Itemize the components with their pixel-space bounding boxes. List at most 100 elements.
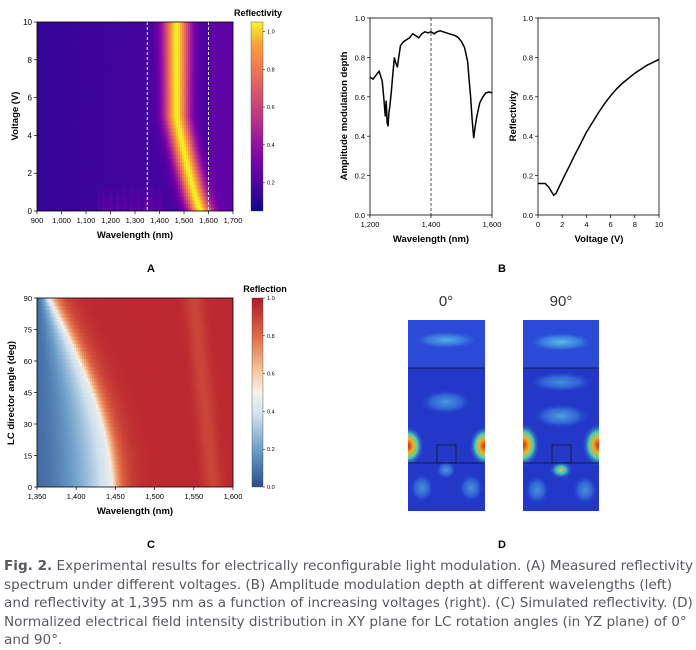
panel-a-colorbar-tick-label: 1.0	[267, 29, 275, 35]
panel-d-label-0deg: 0°	[439, 293, 453, 310]
panel-a-x-tick-label: 1,200	[101, 216, 120, 225]
panel-c-colorbar-tick-label: 0.6	[267, 372, 275, 378]
panel-b-left-y-tick-label: 0.0	[355, 211, 365, 220]
panel-c-colorbar-tick-label: 0.4	[267, 409, 275, 415]
panel-c-colorbar-tick-label: 0.8	[267, 334, 275, 340]
panel-c-x-tick-label: 1,500	[145, 492, 164, 501]
panel-b-left-x-tick-label: 1,200	[361, 220, 380, 229]
figure-caption: Fig. 2. Experimental results for electri…	[4, 557, 694, 650]
panel-b-left: 1,200 1,400 1,600 0.0 0.2 0.4 0.6 0.8 1.0 Wavel…	[339, 14, 501, 245]
panel-c-x-ticks: 1,350 1,400 1,450 1,500 1,550 1,600	[28, 487, 243, 501]
panel-b-left-x-tick-label: 1,600	[483, 220, 502, 229]
panel-c-y-ticks: 0 15 30 45 60 75 90	[24, 294, 37, 492]
panel-c-x-tick-label: 1,450	[106, 492, 125, 501]
panel-c-colorbar-tick-label: 0.2	[267, 447, 275, 453]
panel-d: 0° 90°	[392, 293, 616, 551]
panel-b-letter: B	[498, 263, 506, 275]
panel-c-x-tick-label: 1,400	[67, 492, 86, 501]
panel-c-y-tick-label: 0	[28, 483, 32, 492]
panel-b-right-xlabel: Voltage (V)	[575, 234, 624, 245]
panel-b-left-y-ticks: 0.0 0.2 0.4 0.6 0.8 1.0	[355, 14, 370, 220]
panel-c-y-tick-label: 75	[24, 326, 32, 335]
panel-b-left-x-ticks: 1,200 1,400 1,600	[361, 215, 502, 229]
panel-b-right-y-ticks: 0.00.20.40.60.81.0	[523, 14, 538, 220]
panel-c-x-tick-label: 1,550	[184, 492, 203, 501]
figure-label: Fig. 2.	[4, 558, 52, 574]
panel-a-x-tick-label: 1,300	[126, 216, 145, 225]
panel-c-x-tick-label: 1,350	[28, 492, 47, 501]
panel-b-right-x-tick-label: 6	[609, 220, 613, 229]
panel-a-x-ticks: 900 1,000 1,100 1,200 1,300 1,400 1,500 1,600 1,…	[31, 211, 243, 225]
panel-b-right-ylabel: Reflectivity	[508, 90, 519, 141]
panel-c-colorbar-ticks: 0.00.20.40.60.81.0	[263, 296, 275, 491]
panel-b-left-x-tick-label: 1,400	[422, 220, 441, 229]
panel-a-colorbar-tick-label: 0.4	[267, 143, 275, 149]
panel-b-left-xlabel: Wavelength (nm)	[393, 234, 469, 245]
panel-a-x-tick-label: 1,700	[224, 216, 243, 225]
panel-b-left-y-tick-label: 0.8	[355, 53, 365, 62]
panel-b-right-x-tick-label: 2	[560, 220, 564, 229]
panel-a-colorbar-label: Reflectivity	[234, 8, 282, 18]
panel-a-y-tick-label: 0	[28, 207, 33, 216]
panel-b-right-x-tick-label: 4	[584, 220, 588, 229]
panel-d-label-90deg: 90°	[550, 293, 573, 310]
panel-a-x-tick-label: 900	[31, 216, 44, 225]
panel-b-right-y-tick-label: 0.8	[523, 53, 533, 62]
panel-a-colorbar-tick-label: 0.2	[267, 181, 275, 187]
panel-c-ylabel: LC director angle (deg)	[6, 341, 17, 445]
panel-a-x-tick-label: 1,000	[52, 216, 71, 225]
panel-a-x-tick-label: 1,400	[150, 216, 169, 225]
panel-a-heatmap	[37, 22, 234, 212]
panel-a-y-tick-label: 8	[28, 56, 33, 65]
panel-a-colorbar	[251, 22, 263, 211]
panel-c-y-tick-label: 15	[24, 452, 32, 461]
panel-c-y-tick-label: 45	[24, 389, 32, 398]
panel-b-left-y-tick-label: 0.4	[355, 132, 365, 141]
panel-c-y-tick-label: 60	[24, 357, 32, 366]
panel-b-right-y-tick-label: 0.4	[523, 132, 533, 141]
panel-a-colorbar-tick-label: 0.6	[267, 105, 275, 111]
panel-b-left-ylabel: Amplitude modulation depth	[339, 51, 350, 180]
panel-c-colorbar-label: Reflection	[243, 284, 287, 294]
panel-b-right-x-tick-label: 0	[536, 220, 540, 229]
panel-c-y-tick-label: 30	[24, 420, 32, 429]
panel-a-ylabel: Voltage (V)	[10, 92, 21, 141]
caption-text: Experimental results for electrically re…	[4, 558, 693, 648]
field-map-0deg	[392, 320, 501, 511]
panel-b-right-y-tick-label: 0.2	[523, 172, 533, 181]
panel-a-y-tick-label: 2	[28, 169, 33, 178]
panel-a-colorbar-ticks: 0.2 0.4 0.6 0.8 1.0	[263, 29, 275, 186]
panel-b-right-x-tick-label: 8	[633, 220, 637, 229]
panel-b-right-x-tick-label: 10	[655, 220, 663, 229]
panel-a-colorbar-tick-label: 0.8	[267, 67, 275, 73]
panel-a-x-tick-label: 1,100	[77, 216, 96, 225]
panel-b-right-y-tick-label: 0.6	[523, 93, 533, 102]
panel-b-left-y-tick-label: 1.0	[355, 14, 365, 23]
panel-a-letter: A	[147, 263, 155, 275]
panel-a-y-tick-label: 4	[28, 131, 33, 140]
panel-a-x-tick-label: 1,500	[175, 216, 194, 225]
panel-b-right-x-ticks: 0 2 4 6 8 10	[536, 215, 663, 229]
panel-c-y-tick-label: 90	[24, 294, 32, 303]
panel-b-right-y-tick-label: 1.0	[523, 14, 533, 23]
panel-c-colorbar-tick-label: 0.0	[267, 485, 275, 491]
panel-b-left-y-tick-label: 0.6	[355, 93, 365, 102]
panel-b-right-frame	[538, 18, 659, 215]
panel-a-xlabel: Wavelength (nm)	[97, 230, 173, 241]
panel-a-y-tick-label: 6	[28, 94, 33, 103]
panel-c-colorbar	[252, 298, 263, 487]
panel-d-letter: D	[498, 539, 506, 551]
panel-a: 900 1,000 1,100 1,200 1,300 1,400 1,500 1,600 1,…	[10, 8, 282, 275]
panel-b-left-y-tick-label: 0.2	[355, 172, 365, 181]
panel-c-x-tick-label: 1,600	[224, 492, 243, 501]
panel-b-right-curve	[538, 59, 659, 195]
field-map-90deg	[506, 320, 616, 511]
panel-a-x-tick-label: 1,600	[199, 216, 218, 225]
panel-c-heatmap	[37, 298, 234, 488]
panel-c: 1,350 1,400 1,450 1,500 1,550 1,600 0 15 30 45 60…	[6, 284, 287, 551]
panel-c-xlabel: Wavelength (nm)	[97, 506, 173, 517]
panel-c-letter: C	[147, 539, 155, 551]
